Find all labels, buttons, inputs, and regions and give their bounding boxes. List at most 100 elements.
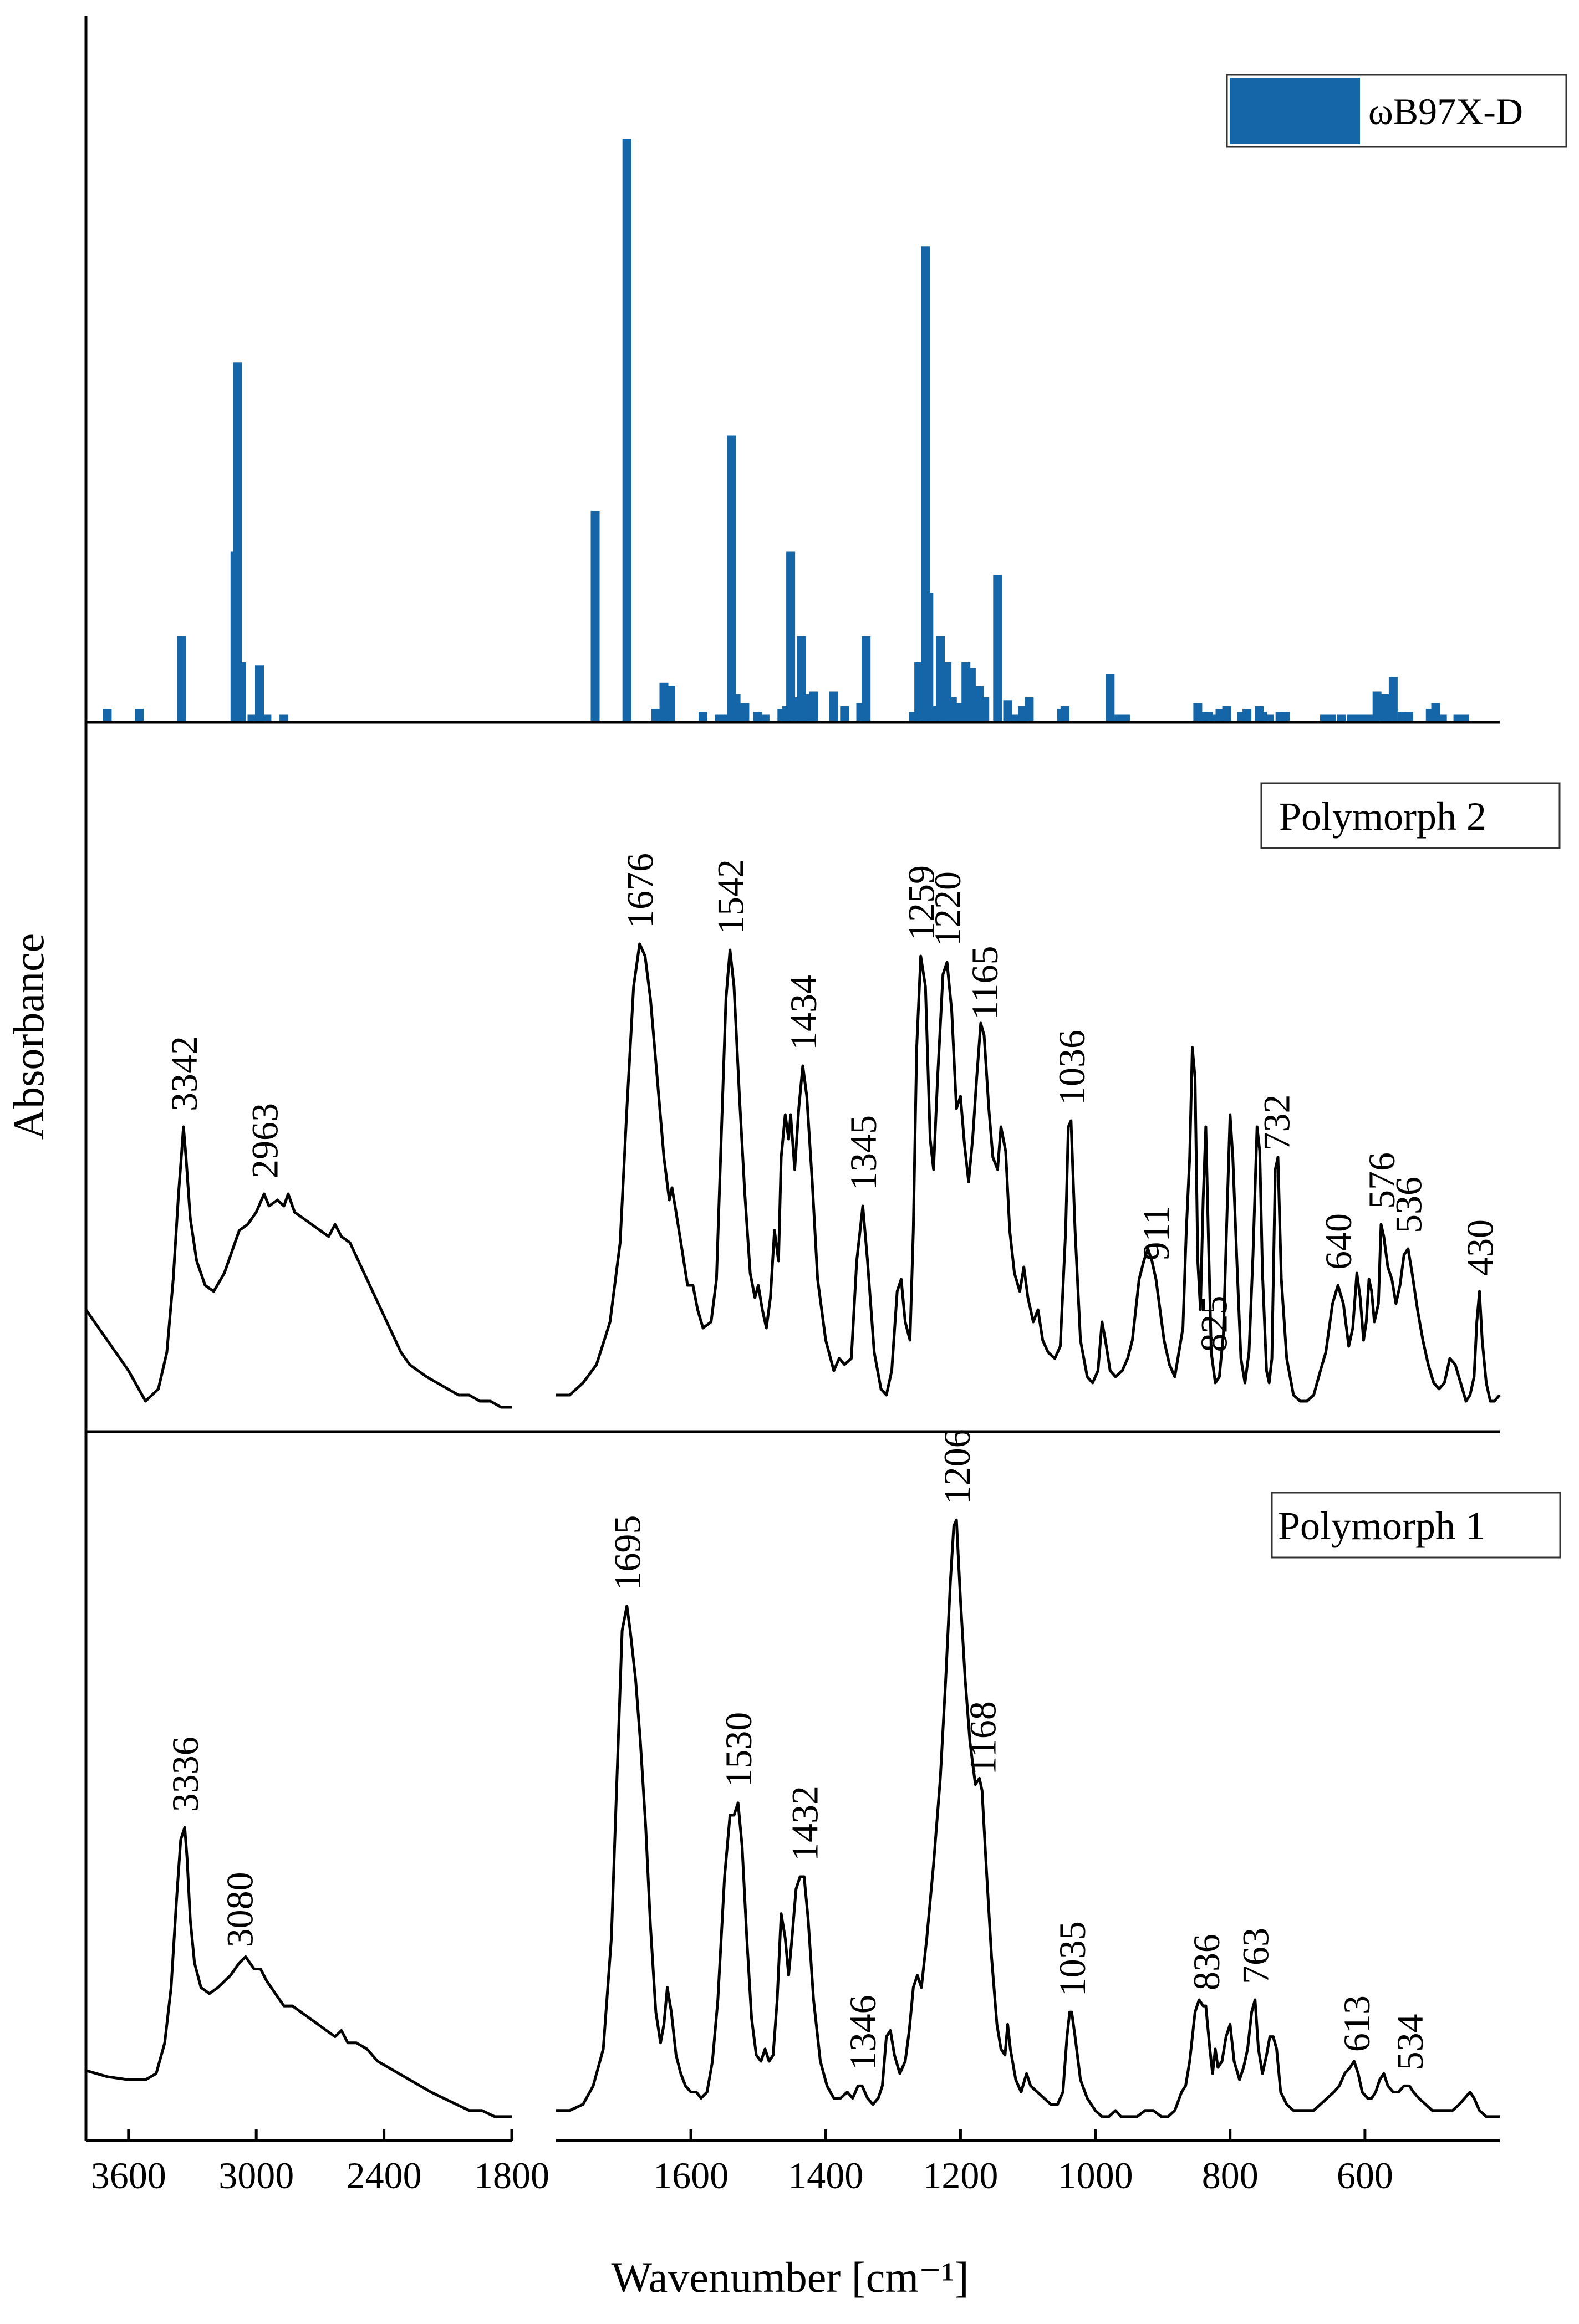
- x-tick-label: 2400: [347, 2154, 422, 2197]
- x-tick-label: 3600: [91, 2154, 166, 2197]
- peak-label: 1168: [961, 1701, 1004, 1775]
- calc-bar: [1367, 714, 1376, 721]
- calc-bar: [1106, 674, 1115, 721]
- calc-bar: [666, 686, 675, 721]
- peak-label: 1345: [842, 1115, 884, 1191]
- calc-bar: [1003, 700, 1012, 721]
- peak-label: 1035: [1051, 1921, 1093, 1996]
- panel-label-box: [1260, 782, 1561, 849]
- calc-bar: [255, 665, 264, 721]
- spectra-curves: [84, 942, 1501, 2118]
- calc-bar: [1438, 714, 1447, 721]
- calc-bar: [1204, 712, 1213, 721]
- peak-label: 1542: [710, 859, 752, 934]
- x-axis-ticks: 3600 3000 2400 1800 1600 1400 1200 1000 800 600: [91, 2129, 1393, 2197]
- calc-bar: [247, 714, 257, 721]
- peak-label: 1434: [782, 975, 824, 1050]
- calc-bar: [1211, 714, 1220, 721]
- peak-label: 1165: [964, 946, 1006, 1020]
- panel-label-box: [1271, 1492, 1561, 1559]
- x-tick-label: 1600: [653, 2154, 729, 2197]
- calc-bar: [1362, 714, 1371, 721]
- calc-bar: [1281, 712, 1290, 721]
- peak-label: 1036: [1051, 1030, 1093, 1105]
- peak-label: 640: [1317, 1213, 1359, 1270]
- peak-label: 1220: [926, 871, 969, 947]
- calc-bar: [1353, 714, 1363, 721]
- peak-label: 613: [1336, 1995, 1378, 2052]
- calc-bar: [993, 575, 1002, 721]
- calc-bar: [753, 712, 762, 721]
- peak-label: 3342: [163, 1036, 205, 1111]
- x-axis-title: Wavenumber [cm⁻¹]: [611, 2253, 969, 2301]
- peak-label: 836: [1185, 1934, 1227, 1990]
- peak-label: 825: [1193, 1296, 1235, 1352]
- peak-label: 2963: [243, 1103, 286, 1178]
- calc-bar: [862, 636, 871, 721]
- calc-bar: [1388, 677, 1398, 721]
- calc-bar: [279, 714, 289, 721]
- calc-bar: [1381, 694, 1390, 721]
- x-tick-label: 1000: [1058, 2154, 1133, 2197]
- x-tick-label: 600: [1337, 2154, 1393, 2197]
- legend-swatch: [1230, 78, 1360, 144]
- calc-bar: [699, 712, 707, 721]
- peak-label: 1530: [717, 1712, 760, 1787]
- peak-label: 1346: [842, 1995, 884, 2070]
- peak-label: 1676: [619, 853, 661, 928]
- calc-bar: [1242, 709, 1252, 721]
- calc-bar: [948, 697, 957, 721]
- calc-bar: [786, 551, 796, 721]
- calc-bar: [740, 703, 750, 721]
- frame-lines: [84, 16, 1500, 2142]
- calc-bar: [829, 691, 838, 721]
- calc-bar: [715, 714, 724, 721]
- peak-label: 1259: [900, 865, 943, 941]
- peak-label: 3336: [164, 1736, 206, 1812]
- calc-bar: [1060, 706, 1069, 721]
- calc-bar: [1011, 714, 1021, 721]
- legend-label: ωB97X-D: [1368, 90, 1523, 132]
- y-axis-title: Absorbance: [4, 933, 53, 1140]
- legend: ωB97X-D: [1226, 74, 1567, 148]
- calc-bar: [1372, 691, 1382, 721]
- calc-bar: [651, 709, 660, 721]
- calc-bar: [760, 714, 770, 721]
- calc-bar: [1215, 709, 1225, 721]
- polymorph-2-spectrum-left: [84, 1125, 512, 1409]
- peak-label: 430: [1459, 1219, 1501, 1276]
- calc-bar: [1397, 712, 1407, 721]
- calc-bar: [1347, 714, 1356, 721]
- calc-bar: [1327, 714, 1336, 721]
- calc-bar: [659, 682, 669, 721]
- calc-bar: [721, 714, 731, 721]
- calc-bar: [1121, 714, 1130, 721]
- calc-bar: [103, 709, 112, 721]
- peak-label: 1695: [607, 1515, 649, 1591]
- peak-label: 763: [1235, 1928, 1277, 1984]
- calc-bar: [966, 668, 976, 721]
- calculated-bars: [103, 139, 1469, 721]
- x-tick-label: 1800: [474, 2154, 549, 2197]
- calc-bar: [1222, 706, 1231, 721]
- calc-bar: [1114, 714, 1124, 721]
- peak-label: 536: [1388, 1177, 1430, 1233]
- calc-bar: [980, 697, 990, 721]
- calc-bar: [727, 435, 736, 721]
- peak-label: 911: [1135, 1206, 1177, 1260]
- calc-bar: [237, 662, 246, 721]
- polymorph-2-spectrum-right: [556, 942, 1501, 1403]
- peak-label: 3080: [219, 1872, 261, 1947]
- peak-label: 1432: [783, 1786, 826, 1861]
- x-tick-label: 1200: [923, 2154, 998, 2197]
- calc-bar: [731, 694, 741, 721]
- calc-bar: [590, 511, 600, 721]
- calc-bar: [135, 709, 144, 721]
- polymorph-1-spectrum-left: [85, 1826, 512, 2118]
- calc-bar: [1460, 714, 1469, 721]
- calc-bar: [1404, 712, 1413, 721]
- panel-label-text: Polymorph 2: [1279, 794, 1486, 839]
- calc-bar: [1320, 714, 1329, 721]
- calc-bar: [936, 636, 945, 721]
